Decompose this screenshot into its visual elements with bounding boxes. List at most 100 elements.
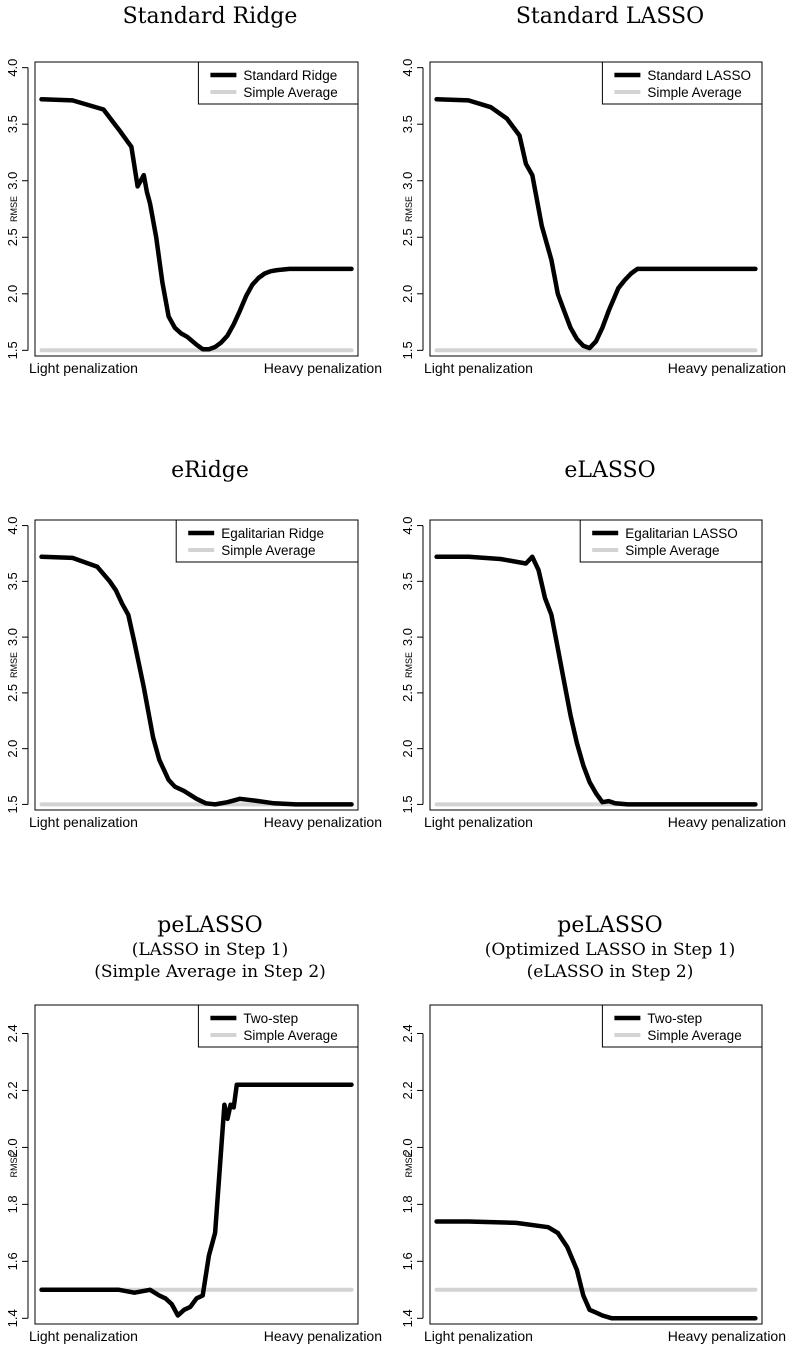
y-tick-label: 1.6 [5,1252,20,1270]
series-line-main [434,1219,758,1321]
y-axis-label: RMSE [404,1151,414,1177]
legend-label: Two-step [243,1011,298,1026]
y-tick-label: 2.5 [400,228,415,246]
legend-label: Simple Average [221,543,315,558]
chart-title: Standard LASSO [515,4,705,29]
legend: Two-step Simple Average [601,1004,763,1048]
y-axis-label: RMSE [9,1151,19,1177]
plot-frame [34,1004,359,1325]
x-label-heavy: Heavy penalization [264,1328,382,1344]
y-tick-label: 2.0 [5,285,20,303]
y-tick-label: 4.0 [5,517,20,535]
legend-box [601,1004,763,1048]
y-tick-label: 2.2 [5,1081,20,1099]
chart-title-block: Standard LASSO [440,4,780,30]
y-tick-label: 2.4 [5,1024,20,1042]
legend: Egalitarian LASSO Simple Average [579,519,763,563]
legend: Egalitarian Ridge Simple Average [175,519,359,563]
plot-frame [429,519,763,811]
legend: Standard LASSO Simple Average [601,61,763,105]
chart-title: peLASSO [557,913,663,938]
x-label-light: Light penalization [29,360,138,376]
plot-frame [34,61,359,357]
chart-title-block: eRidge [35,458,385,484]
y-tick-label: 3.5 [400,115,415,133]
y-tick-label: 1.6 [400,1252,415,1270]
y-tick-label: 3.5 [5,115,20,133]
y-tick-label: 4.0 [400,59,415,77]
chart-title-block: peLASSO (Optimized LASSO in Step 1) (eLA… [440,913,780,983]
y-axis-label: RMSE [404,196,414,222]
legend-box [175,519,359,563]
chart-subtitle-2: (eLASSO in Step 2) [526,962,694,982]
x-label-light: Light penalization [29,1328,138,1344]
legend-label: Simple Average [625,543,719,558]
y-tick-label: 1.8 [400,1195,415,1213]
y-tick-label: 3.0 [5,172,20,190]
y-tick-label: 2.0 [400,740,415,758]
chart-title-block: Standard Ridge [35,4,385,30]
y-tick-label: 1.8 [5,1195,20,1213]
y-tick-label: 3.5 [400,572,415,590]
chart-standard-ridge: 1.5 2.0 2.5 3.0 3.5 4.0 RMSE Light penalization… [5,59,382,376]
y-tick-label: 2.0 [400,285,415,303]
y-tick-label: 2.5 [400,684,415,702]
x-label-light: Light penalization [424,360,533,376]
legend-label: Egalitarian LASSO [625,526,738,541]
y-tick-label: 1.5 [400,795,415,813]
y-tick-label: 3.0 [400,628,415,646]
y-tick-label: 2.5 [5,684,20,702]
y-axis-label: RMSE [404,652,414,678]
legend-label: Standard Ridge [243,68,337,83]
chart-subtitle-1: (LASSO in Step 1) [131,940,289,960]
y-tick-label: 1.5 [5,795,20,813]
series-line-main [434,97,758,351]
legend: Standard Ridge Simple Average [197,61,359,105]
series-line-main [39,1082,354,1318]
chart-title-block: eLASSO [440,458,780,484]
x-label-heavy: Heavy penalization [668,1328,786,1344]
x-label-light: Light penalization [424,814,533,830]
y-tick-label: 2.4 [400,1024,415,1042]
series-line-main [39,97,354,352]
x-label-heavy: Heavy penalization [264,360,382,376]
legend-box [197,1004,359,1048]
y-tick-label: 4.0 [400,517,415,535]
chart-pelasso-optimized-elasso: 1.4 1.6 1.8 2.0 2.2 2.4 RMSE Light penalization… [400,1004,786,1344]
y-tick-label: 1.4 [5,1309,20,1327]
x-label-heavy: Heavy penalization [668,814,786,830]
y-tick-label: 2.5 [5,228,20,246]
series-line-main [434,554,758,807]
x-label-heavy: Heavy penalization [668,360,786,376]
x-label-light: Light penalization [424,1328,533,1344]
y-tick-label: 1.5 [5,341,20,359]
y-tick-label: 2.0 [5,1138,20,1156]
y-tick-label: 3.0 [5,628,20,646]
chart-title: Standard Ridge [122,4,298,29]
legend-box [197,61,359,105]
legend-label: Simple Average [243,85,337,100]
chart-eridge: 1.5 2.0 2.5 3.0 3.5 4.0 RMSE Light penalization… [5,517,382,830]
y-tick-label: 4.0 [5,59,20,77]
y-tick-label: 2.2 [400,1081,415,1099]
chart-title-block: peLASSO (LASSO in Step 1) (Simple Averag… [35,913,385,983]
y-tick-label: 1.4 [400,1309,415,1327]
y-axis-label: RMSE [9,196,19,222]
chart-elasso: 1.5 2.0 2.5 3.0 3.5 4.0 RMSE Light penalization… [400,517,786,830]
legend-label: Simple Average [647,1028,741,1043]
legend: Two-step Simple Average [197,1004,359,1048]
x-label-light: Light penalization [29,814,138,830]
y-tick-label: 2.0 [5,740,20,758]
legend-label: Standard LASSO [647,68,751,83]
chart-title: eRidge [171,458,249,483]
plot-frame [429,1004,763,1325]
chart-subtitle-2: (Simple Average in Step 2) [94,962,326,982]
chart-standard-lasso: 1.5 2.0 2.5 3.0 3.5 4.0 RMSE Light penalization… [400,59,786,376]
y-tick-label: 2.0 [400,1138,415,1156]
legend-label: Simple Average [243,1028,337,1043]
legend-label: Simple Average [647,85,741,100]
y-tick-label: 3.5 [5,572,20,590]
y-axis-label: RMSE [9,652,19,678]
chart-title: eLASSO [564,458,656,483]
chart-title: peLASSO [157,913,263,938]
